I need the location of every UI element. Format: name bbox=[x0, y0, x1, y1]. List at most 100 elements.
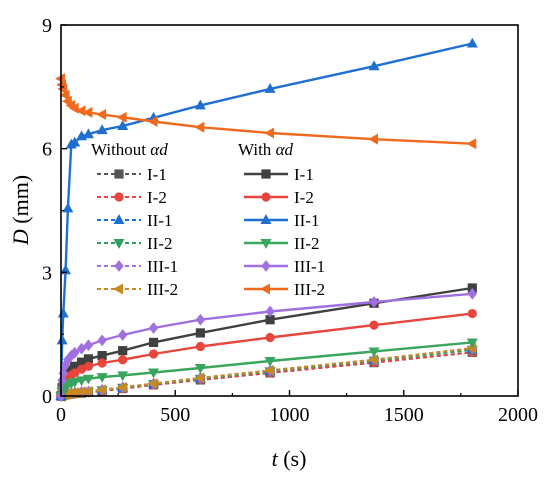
axes: 0 500 1000 1500 2000 0 3 6 9 bbox=[42, 15, 538, 426]
legend-marker bbox=[114, 260, 124, 272]
x-tick-label: 0 bbox=[56, 404, 66, 426]
plot-frame bbox=[60, 24, 519, 397]
legend-marker bbox=[261, 260, 271, 272]
legend-marker bbox=[260, 283, 270, 295]
legend-label: I-1 bbox=[147, 165, 167, 184]
legend-entry-with-iii-2: III-2 bbox=[244, 280, 325, 299]
legend-entry-with-i-2: I-2 bbox=[244, 188, 314, 207]
legend-entry-with-i-1: I-1 bbox=[244, 165, 314, 184]
data-point bbox=[467, 287, 478, 300]
data-point bbox=[96, 373, 108, 383]
y-tick-label: 3 bbox=[42, 262, 52, 284]
data-point bbox=[75, 105, 86, 117]
data-point bbox=[76, 376, 88, 387]
data-point bbox=[97, 334, 107, 347]
data-point bbox=[368, 354, 379, 366]
legend-marker bbox=[260, 214, 272, 224]
legend-entry-without-iii-2: III-2 bbox=[97, 280, 178, 299]
legend-entries: I-1 I-2 II-1 II-2 III-1 III-2 I-1 I-2 II-1 II-2 II… bbox=[97, 165, 325, 299]
legend-entry-without-ii-1: II-1 bbox=[97, 211, 172, 230]
y-axis-title: D (mm) bbox=[8, 175, 33, 246]
data-point bbox=[264, 364, 275, 376]
legend-label: III-1 bbox=[294, 257, 325, 276]
data-point bbox=[369, 296, 379, 308]
data-point bbox=[148, 322, 159, 334]
data-point bbox=[69, 136, 81, 147]
data-point bbox=[117, 371, 129, 382]
y-tick-label: 0 bbox=[42, 386, 52, 408]
data-point bbox=[195, 328, 205, 338]
data-point bbox=[69, 346, 80, 359]
legend-title-with-text: With bbox=[238, 140, 276, 159]
data-point bbox=[369, 320, 379, 330]
x-axis-title: t (s) bbox=[272, 446, 307, 471]
legend-marker bbox=[261, 169, 271, 179]
series-i-1-with bbox=[56, 283, 477, 401]
data-point bbox=[59, 89, 70, 101]
data-point bbox=[264, 356, 276, 367]
legend-marker bbox=[260, 239, 272, 249]
data-point bbox=[96, 384, 107, 396]
legend-title-without: Without αd bbox=[91, 140, 168, 159]
data-point bbox=[147, 115, 158, 127]
data-point bbox=[466, 338, 478, 349]
data-point bbox=[194, 99, 206, 110]
data-point bbox=[82, 385, 93, 397]
data-point bbox=[264, 83, 276, 93]
data-point bbox=[82, 374, 94, 385]
legend-label: III-2 bbox=[294, 280, 325, 299]
data-point bbox=[194, 121, 205, 133]
data-point bbox=[194, 372, 205, 384]
legend-marker bbox=[114, 192, 124, 202]
x-tick-label: 2000 bbox=[498, 404, 538, 426]
data-point bbox=[83, 339, 94, 352]
data-point bbox=[57, 307, 69, 318]
data-point bbox=[118, 355, 128, 365]
data-point bbox=[118, 346, 128, 356]
legend-label: III-1 bbox=[147, 257, 178, 276]
y-tick-label: 6 bbox=[42, 139, 52, 161]
legend-entry-without-iii-1: III-1 bbox=[97, 257, 178, 276]
data-point bbox=[96, 108, 107, 120]
data-point bbox=[466, 138, 477, 150]
legend-title-with: With αd bbox=[238, 140, 293, 159]
legend-marker bbox=[113, 283, 123, 295]
data-point bbox=[148, 337, 159, 348]
legend-label: I-1 bbox=[294, 165, 314, 184]
series-iii-2-with bbox=[55, 73, 477, 150]
legend-label: I-2 bbox=[294, 188, 314, 207]
data-point bbox=[194, 363, 206, 374]
data-point bbox=[147, 378, 158, 390]
data-point bbox=[368, 60, 380, 71]
series-iii-1-with bbox=[56, 287, 478, 402]
data-point bbox=[368, 133, 379, 145]
series-layer bbox=[55, 37, 478, 402]
data-point bbox=[195, 341, 205, 352]
data-point bbox=[148, 349, 159, 359]
data-point bbox=[117, 329, 128, 341]
data-point bbox=[116, 381, 127, 393]
legend-marker bbox=[113, 214, 125, 224]
legend-label: I-2 bbox=[147, 188, 167, 207]
legend-entry-with-ii-2: II-2 bbox=[244, 234, 319, 253]
legend-marker bbox=[114, 169, 124, 179]
data-point bbox=[69, 378, 81, 388]
data-point bbox=[467, 308, 477, 319]
data-point bbox=[56, 334, 68, 345]
legend-label: II-2 bbox=[147, 234, 172, 253]
data-point bbox=[265, 305, 275, 318]
y-tick-label: 9 bbox=[42, 15, 52, 37]
data-point bbox=[82, 106, 93, 118]
data-point bbox=[368, 347, 380, 358]
data-point bbox=[62, 202, 74, 213]
x-tick-label: 1000 bbox=[270, 404, 310, 426]
legend-label: II-1 bbox=[294, 211, 319, 230]
x-tick-label: 500 bbox=[160, 404, 190, 426]
series-ii-2-with bbox=[55, 338, 478, 402]
data-point bbox=[466, 37, 478, 48]
x-axis-title-unit: (s) bbox=[278, 446, 307, 471]
x-axis-title-symbol: t bbox=[272, 446, 279, 471]
y-axis-title-unit: (mm) bbox=[8, 175, 33, 229]
legend-marker bbox=[113, 239, 125, 249]
